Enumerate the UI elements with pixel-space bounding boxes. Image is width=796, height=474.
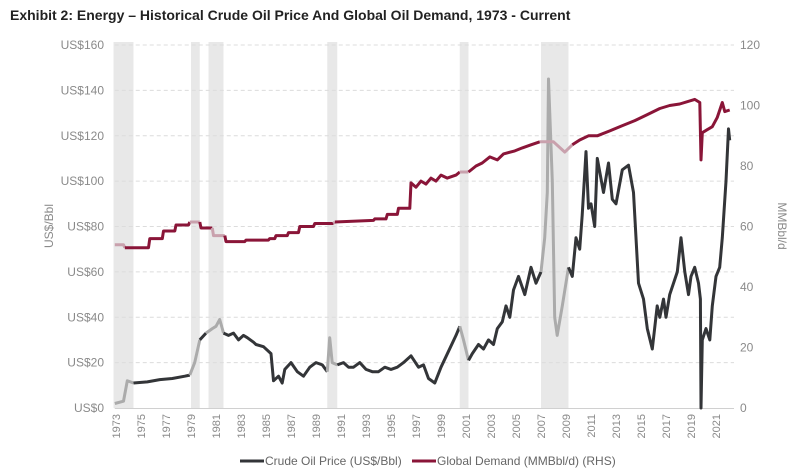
x-tick-label: 2015 xyxy=(636,414,648,438)
global-demand-line xyxy=(467,140,541,174)
right-tick-label: 120 xyxy=(740,38,760,52)
oil-price-line xyxy=(198,332,208,341)
x-tick-label: 1979 xyxy=(186,414,198,438)
x-tick-label: 1997 xyxy=(411,414,423,438)
recession-band xyxy=(113,42,134,408)
left-tick-label: US$60 xyxy=(67,265,104,279)
global-demand-line xyxy=(571,97,731,162)
global-demand-recession-line xyxy=(210,227,225,238)
x-tick-label: 2021 xyxy=(711,414,723,438)
x-tick-label: 2003 xyxy=(486,414,498,438)
x-tick-label: 1991 xyxy=(336,414,348,438)
x-tick-label: 1983 xyxy=(236,414,248,438)
oil-price-line xyxy=(567,127,732,410)
left-axis-label: US$/Bbl xyxy=(42,204,56,248)
oil-price-line xyxy=(336,325,462,385)
right-tick-label: 80 xyxy=(740,159,754,173)
global-demand-recession-line xyxy=(539,140,574,154)
x-tick-label: 1987 xyxy=(286,414,298,438)
right-axis-ticks: 0 20 40 60 80 100 120 xyxy=(740,38,760,415)
x-tick-label: 2005 xyxy=(511,414,523,438)
oil-price-recession-line xyxy=(188,339,202,376)
x-tick-label: 2007 xyxy=(536,414,548,438)
series-layer xyxy=(114,77,732,410)
x-tick-label: 2011 xyxy=(586,414,598,438)
left-tick-label: US$160 xyxy=(61,38,105,52)
oil-price-recession-line xyxy=(539,77,570,337)
left-tick-label: US$100 xyxy=(61,174,105,188)
x-tick-label: 1975 xyxy=(136,414,148,438)
x-tick-label: 1999 xyxy=(436,414,448,438)
chart-title: Exhibit 2: Energy – Historical Crude Oil… xyxy=(10,7,571,23)
right-tick-label: 60 xyxy=(740,220,754,234)
oil-price-line xyxy=(467,265,543,362)
right-tick-label: 0 xyxy=(740,401,747,415)
x-axis-ticks: 1973 1975 1977 1979 1981 1983 1985 1987 1989 1991… xyxy=(111,414,723,438)
recession-band xyxy=(459,42,469,408)
gridlines xyxy=(114,44,734,364)
global-demand-line xyxy=(198,221,213,230)
left-tick-label: US$140 xyxy=(61,83,105,97)
oil-price-line xyxy=(133,373,191,385)
global-demand-recession-line xyxy=(114,243,127,249)
left-tick-label: US$120 xyxy=(61,129,105,143)
legend-label-oil: Crude Oil Price (US$/Bbl) xyxy=(265,454,402,468)
right-tick-label: 20 xyxy=(740,341,754,355)
recession-band xyxy=(191,42,200,408)
left-tick-label: US$40 xyxy=(67,310,104,324)
global-demand-recession-line xyxy=(332,221,336,225)
legend: Crude Oil Price (US$/Bbl) Global Demand … xyxy=(240,454,616,468)
x-tick-label: 1981 xyxy=(211,414,223,438)
right-tick-label: 100 xyxy=(740,99,760,113)
oil-price-recession-line xyxy=(458,325,470,361)
x-tick-label: 2013 xyxy=(611,414,623,438)
global-demand-line xyxy=(223,222,334,244)
oil-price-recession-line xyxy=(325,336,338,372)
oil-price-line xyxy=(222,331,329,385)
left-tick-label: US$0 xyxy=(74,401,104,415)
recession-band xyxy=(208,42,224,408)
x-tick-label: 1995 xyxy=(386,414,398,438)
right-tick-label: 40 xyxy=(740,280,754,294)
x-tick-label: 1977 xyxy=(161,414,173,438)
x-tick-label: 2009 xyxy=(561,414,573,438)
global-demand-line xyxy=(124,221,192,250)
x-tick-label: 1985 xyxy=(261,414,273,438)
oil-price-recession-line xyxy=(205,318,225,335)
left-axis-ticks: US$0 US$20 US$40 US$60 US$80 US$100 US$120 US$1… xyxy=(61,38,105,415)
x-tick-label: 2019 xyxy=(686,414,698,438)
x-tick-label: 1993 xyxy=(361,414,373,438)
right-axis-label: MMBbl/d xyxy=(775,202,789,249)
x-tick-label: 1989 xyxy=(311,414,323,438)
oil-price-recession-line xyxy=(114,379,135,405)
left-tick-label: US$20 xyxy=(67,356,104,370)
legend-label-demand: Global Demand (MMBbl/d) (RHS) xyxy=(437,454,616,468)
left-tick-label: US$80 xyxy=(67,220,104,234)
x-tick-label: 1973 xyxy=(111,414,123,438)
x-tick-label: 2017 xyxy=(661,414,673,438)
x-tick-label: 2001 xyxy=(461,414,473,438)
global-demand-line xyxy=(334,170,461,224)
